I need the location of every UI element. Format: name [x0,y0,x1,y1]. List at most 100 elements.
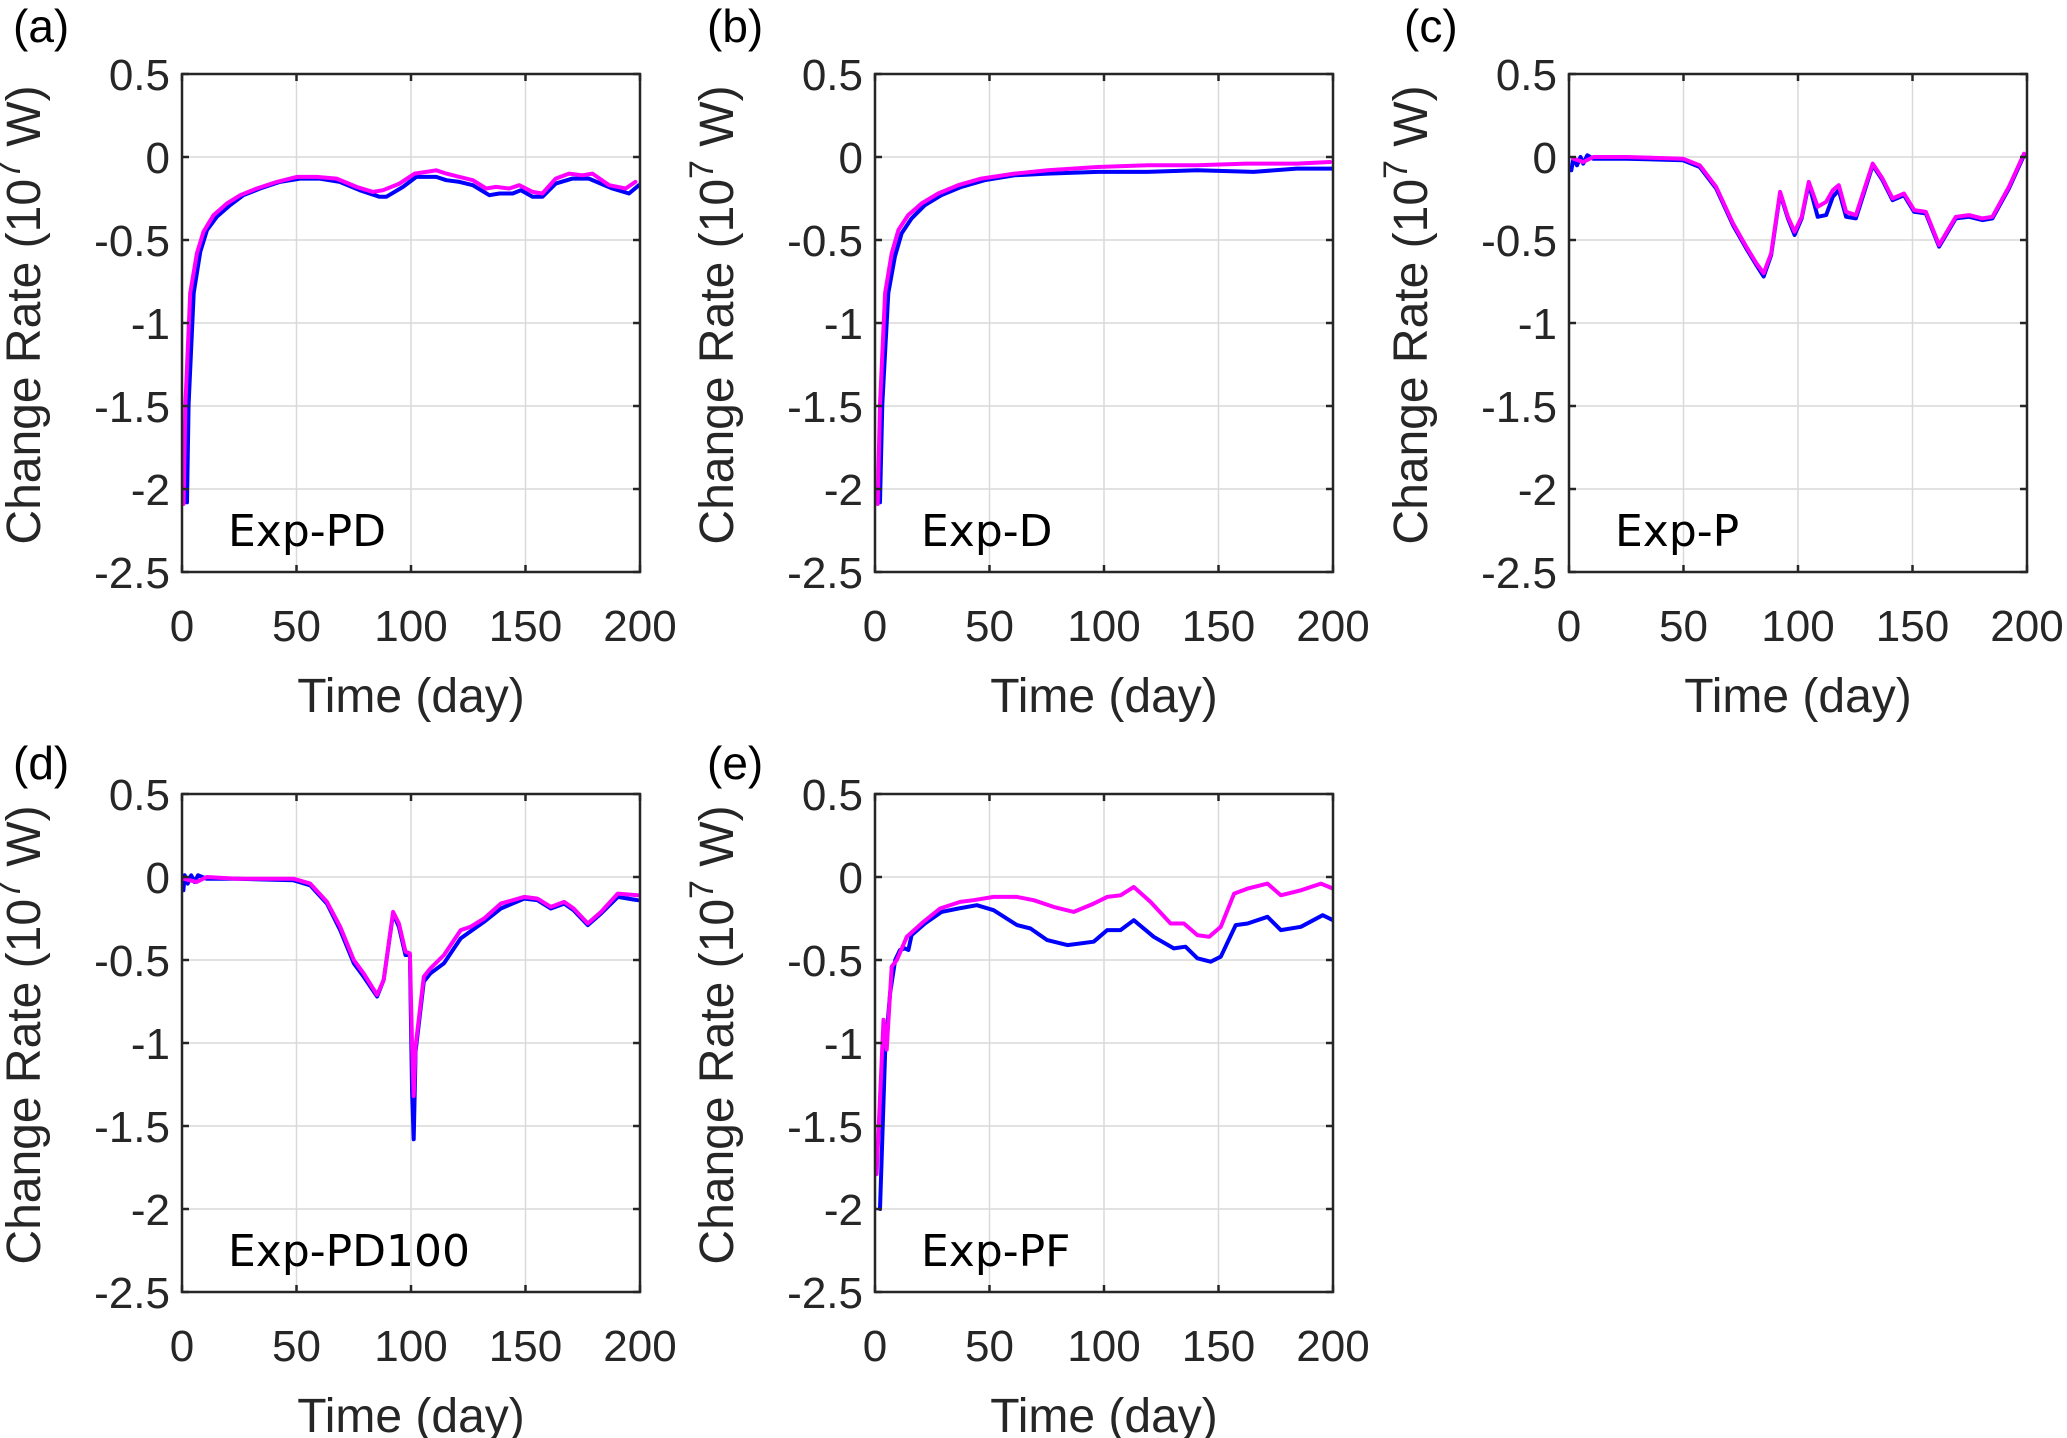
x-tick-label: 150 [1182,602,1255,651]
series-group [875,881,1333,1211]
series-line-blue [185,174,640,505]
panel-letter: (b) [707,0,763,52]
panel-letter: (d) [13,737,69,789]
y-axis-label: Change Rate (107 W) [0,85,51,544]
y-axis-label: Change Rate (107 W) [683,805,744,1264]
y-tick-label: -1 [1518,300,1557,349]
y-axis-label-main: Change Rate (10 [691,899,744,1265]
chart-panel-4: (d) 0 50 100 150 200 0.5 0 -0.5 -1 -1.5 -2 -2.5 Time … [0,737,677,1438]
y-tick-label: 0.5 [802,51,863,100]
series-group [875,160,1333,506]
y-axis-label: Change Rate (107 W) [0,805,51,1264]
x-tick-label: 0 [170,1322,194,1371]
x-tick-label: 150 [489,602,562,651]
y-axis-label-unit: W) [0,805,51,880]
x-axis-label: Time (day) [990,1390,1218,1438]
chart-panel-5: (e) 0 50 100 150 200 0.5 0 -0.5 -1 -1.5 -2 -2.5 Time … [683,737,1370,1438]
y-axis-label-unit: W) [1385,85,1438,160]
y-tick-label: -1.5 [94,1103,170,1152]
x-tick-label: 200 [603,1322,676,1371]
y-tick-label: -2 [1518,466,1557,515]
y-tick-label: -2.5 [787,549,863,598]
y-axis-label-main: Change Rate (10 [0,179,51,545]
y-axis-label-exponent: 7 [683,160,721,179]
y-tick-label: -1.5 [787,383,863,432]
experiment-label: Exp-P [1615,506,1739,557]
y-tick-label: -1.5 [787,1103,863,1152]
y-tick-label: 0 [839,134,863,183]
x-tick-label: 0 [863,1322,887,1371]
x-tick-label: 0 [1557,602,1581,651]
x-tick-label: 50 [272,602,321,651]
y-tick-label: -2 [131,1186,170,1235]
y-tick-label: -0.5 [94,937,170,986]
x-tick-label: 200 [1296,1322,1369,1371]
y-tick-label: -1 [131,300,170,349]
x-tick-label: 100 [1067,1322,1140,1371]
y-tick-label: -2.5 [787,1269,863,1318]
y-axis-label: Change Rate (107 W) [683,85,744,544]
x-tick-label: 200 [1990,602,2063,651]
x-tick-label: 200 [603,602,676,651]
y-tick-label: 0 [1533,134,1557,183]
experiment-label: Exp-D [921,506,1053,557]
x-tick-label: 150 [1182,1322,1255,1371]
y-tick-label: -0.5 [787,937,863,986]
series-line-magenta [182,875,640,1099]
panel-letter: (e) [707,737,763,789]
experiment-label: Exp-PD100 [228,1226,470,1277]
y-tick-label: -1 [824,300,863,349]
y-axis-label-main: Change Rate (10 [0,899,51,1265]
y-axis-label-exponent: 7 [0,160,28,179]
series-line-blue [878,903,1333,1211]
y-tick-label: -0.5 [94,217,170,266]
x-axis-label: Time (day) [990,670,1218,723]
y-tick-label: -0.5 [1481,217,1557,266]
y-tick-label: -2 [824,466,863,515]
series-line-blue [878,166,1333,505]
y-axis-label-main: Change Rate (10 [1385,179,1438,545]
x-axis-label: Time (day) [1684,670,1912,723]
y-tick-label: 0.5 [1496,51,1557,100]
y-tick-label: 0.5 [109,51,170,100]
x-axis-label: Time (day) [297,670,525,723]
x-tick-label: 50 [1659,602,1708,651]
y-axis-label-unit: W) [691,805,744,880]
y-axis-label-exponent: 7 [683,880,721,899]
series-line-magenta [875,160,1332,506]
x-tick-label: 100 [374,1322,447,1371]
x-tick-label: 200 [1296,602,1369,651]
y-tick-label: -1.5 [1481,383,1557,432]
x-tick-label: 100 [374,602,447,651]
series-group [1569,151,2026,279]
y-tick-label: -2.5 [94,1269,170,1318]
y-axis-label-exponent: 7 [1377,160,1415,179]
x-tick-label: 100 [1761,602,1834,651]
x-tick-label: 50 [965,602,1014,651]
y-tick-label: 0 [146,134,170,183]
panel-letter: (a) [13,0,69,52]
experiment-label: Exp-PF [921,1226,1071,1277]
x-tick-label: 150 [489,1322,562,1371]
x-tick-label: 150 [1876,602,1949,651]
y-axis-label-unit: W) [691,85,744,160]
chart-panel-2: (b) 0 50 100 150 200 0.5 0 -0.5 -1 -1.5 -2 -2.5 Time … [683,0,1370,723]
y-tick-label: 0.5 [109,771,170,820]
y-tick-label: -2 [131,466,170,515]
y-tick-label: -2 [824,1186,863,1235]
x-tick-label: 100 [1067,602,1140,651]
y-tick-label: -1 [824,1020,863,1069]
y-tick-label: 0 [839,854,863,903]
y-axis-label-main: Change Rate (10 [691,179,744,545]
x-axis-label: Time (day) [297,1390,525,1438]
x-tick-label: 50 [965,1322,1014,1371]
series-group [182,873,640,1142]
y-tick-label: 0.5 [802,771,863,820]
y-tick-label: -1 [131,1020,170,1069]
y-tick-label: 0 [146,854,170,903]
x-tick-label: 0 [863,602,887,651]
y-tick-label: -1.5 [94,383,170,432]
y-tick-label: -2.5 [94,549,170,598]
series-line-magenta [875,881,1333,1177]
